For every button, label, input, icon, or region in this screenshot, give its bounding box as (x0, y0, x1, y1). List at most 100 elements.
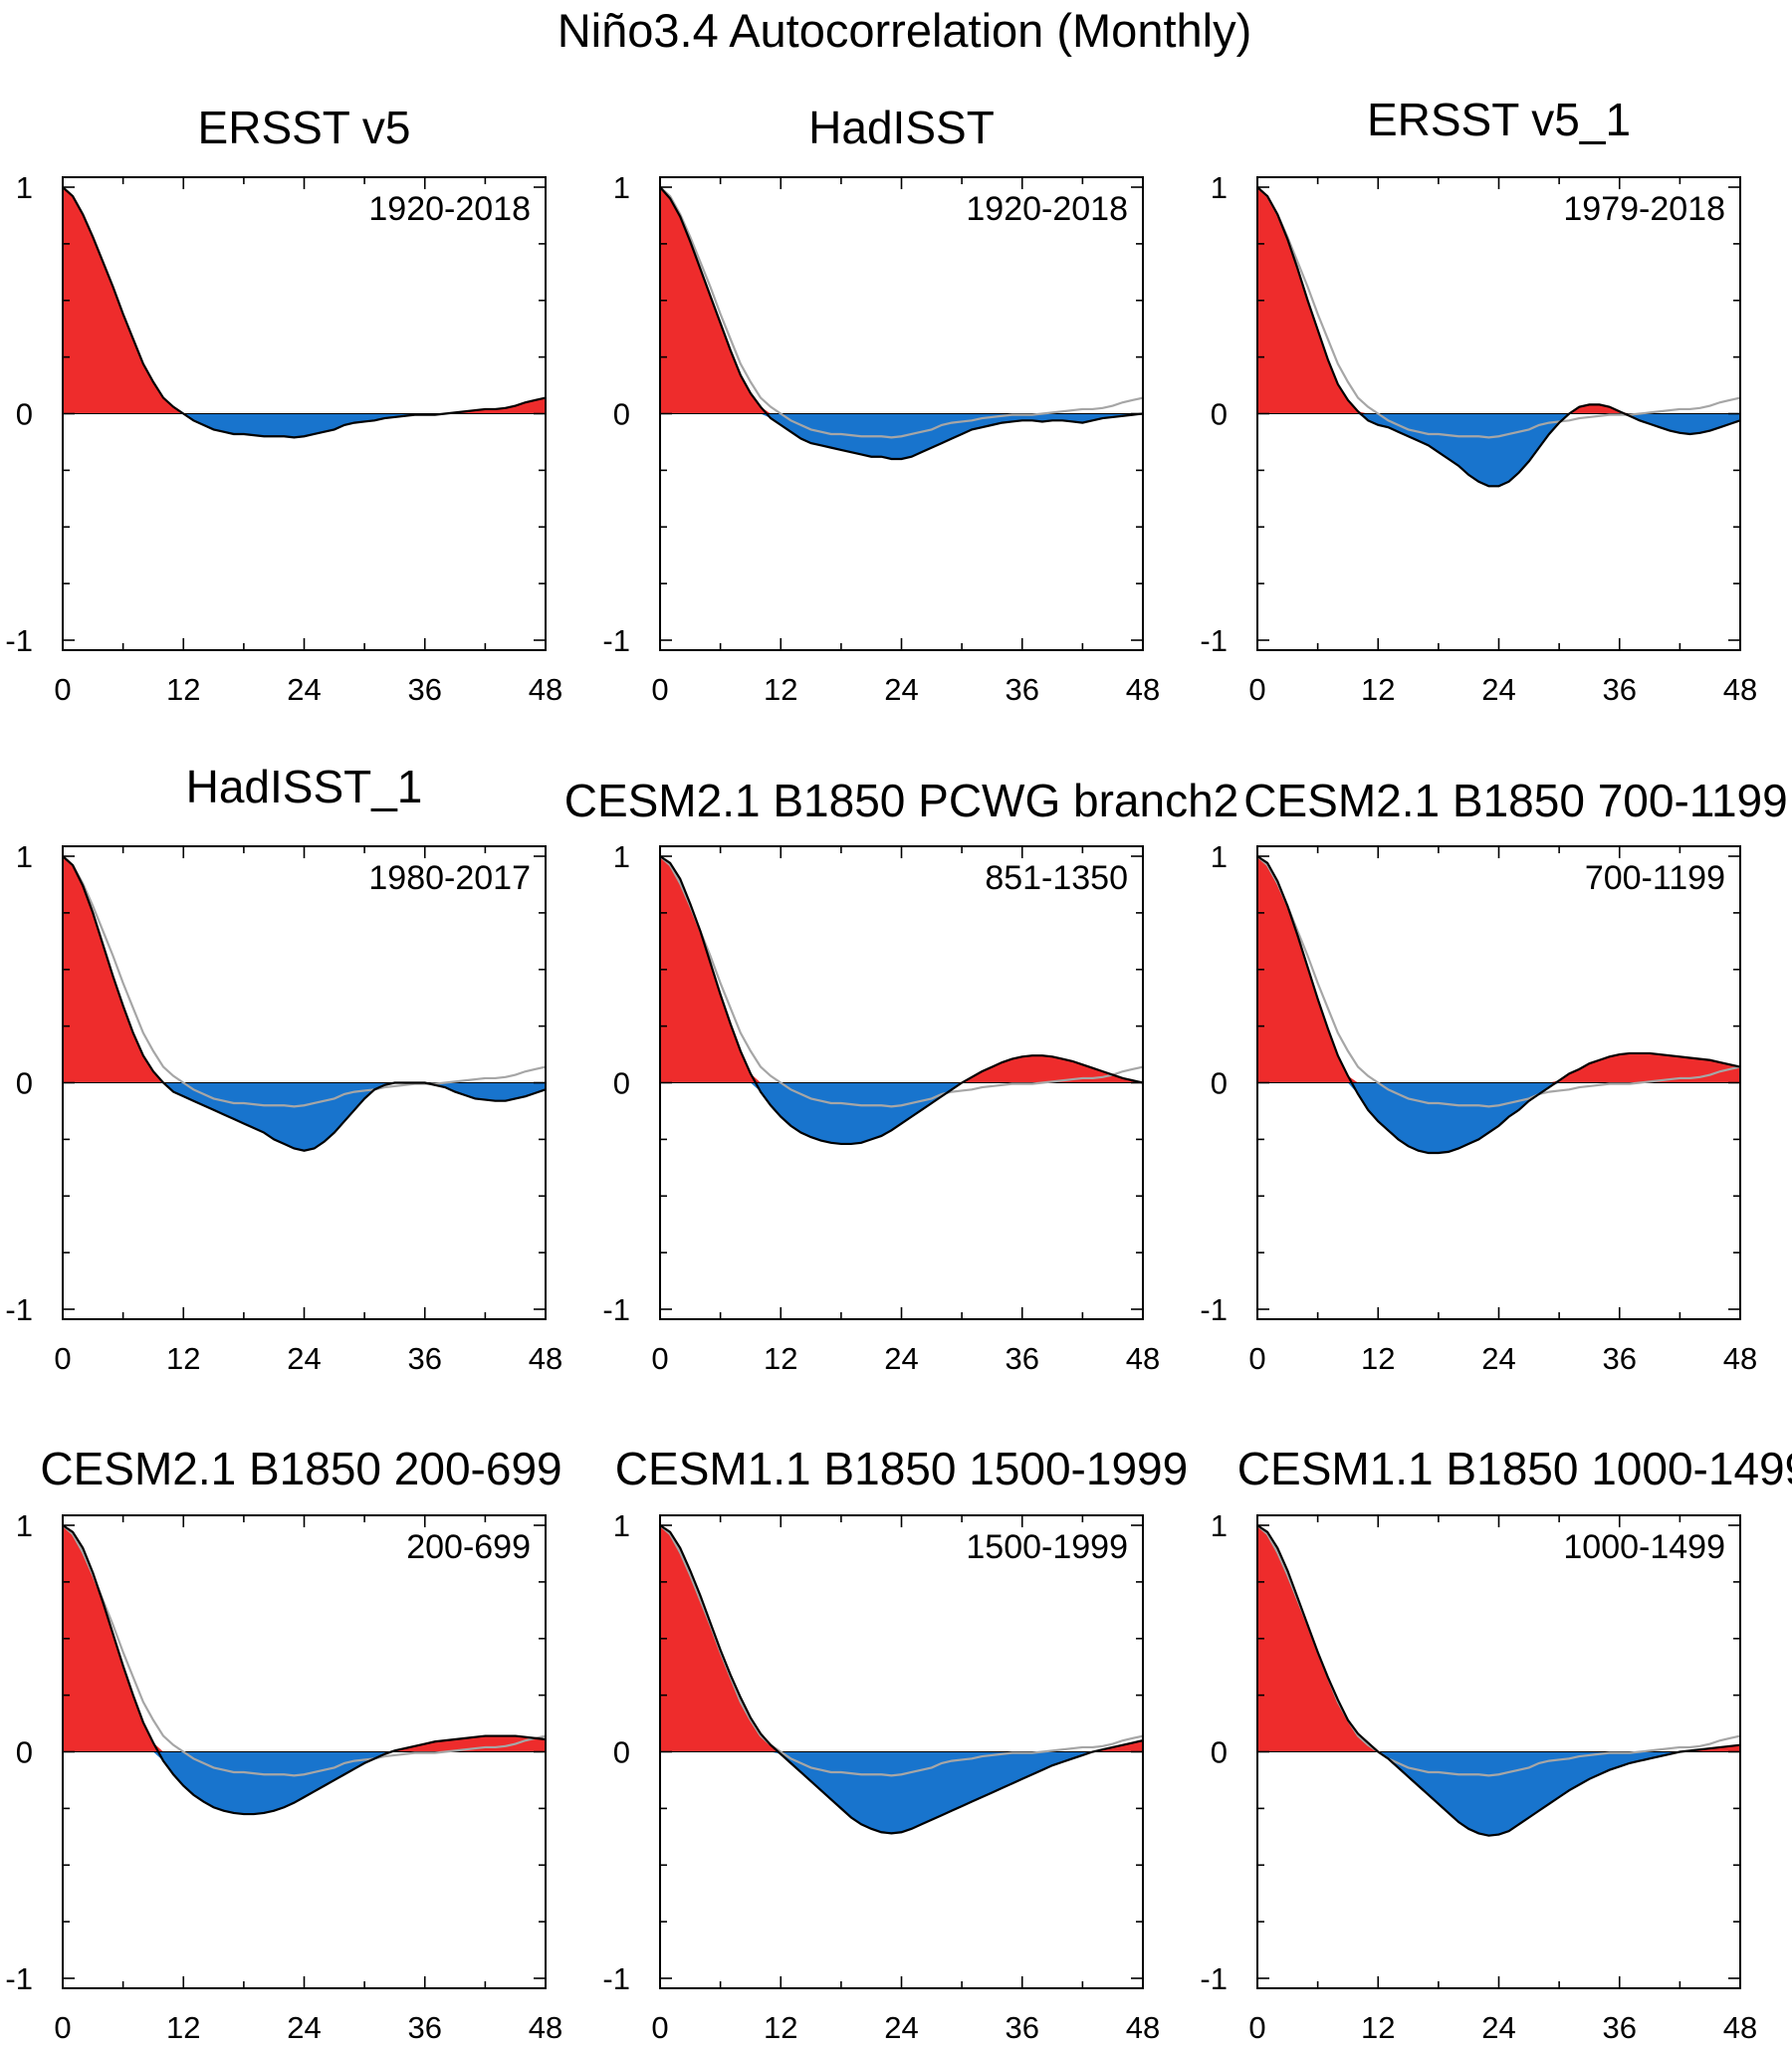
y-tick-label: -1 (5, 1292, 33, 1327)
x-tick-label: 36 (1603, 672, 1637, 707)
x-tick-label: 48 (1126, 672, 1160, 707)
panel-5: 0 12 24 36 48 1 0 -1 CESM2.1 B1850 PCWG branch2 8… (564, 775, 1239, 1376)
autocorrelation-line (1256, 186, 1741, 488)
x-tick-label: 12 (764, 2010, 797, 2045)
period-label: 1500-1999 (966, 1528, 1128, 1566)
panel-1: 0 12 24 36 48 1 0 -1 ERSST v5 1920-2018 (5, 102, 562, 707)
x-tick-label: 24 (884, 672, 918, 707)
x-tick-label: 0 (1248, 2010, 1265, 2045)
x-tick-label: 24 (1481, 2010, 1515, 2045)
positive-area (660, 187, 1143, 414)
panel-3: 0 12 24 36 48 1 0 -1 ERSST v5_1 1979-2018 (1200, 94, 1757, 707)
y-tick-label: -1 (602, 1292, 630, 1327)
negative-area (660, 1082, 1143, 1144)
panel-title: CESM2.1 B1850 PCWG branch2 (564, 775, 1239, 826)
negative-area (63, 1082, 546, 1151)
autocorrelation-line (659, 1524, 1144, 1835)
y-tick-label: 1 (1211, 170, 1228, 205)
negative-area (1257, 1082, 1740, 1154)
y-tick-label: 1 (613, 839, 630, 874)
x-tick-label: 48 (1723, 672, 1757, 707)
y-tick-label: -1 (1200, 1961, 1228, 1996)
positive-area (1257, 856, 1740, 1083)
x-tick-label: 0 (1248, 672, 1265, 707)
panel-title: CESM2.1 B1850 200-699 (40, 1443, 561, 1494)
x-tick-label: 36 (1006, 672, 1039, 707)
x-tick-label: 12 (1361, 2010, 1395, 2045)
x-tick-label: 0 (54, 672, 71, 707)
panel-4: 0 12 24 36 48 1 0 -1 HadISST_1 1980-2017 (5, 761, 562, 1376)
x-tick-label: 24 (884, 1341, 918, 1376)
positive-area (1257, 187, 1740, 414)
x-tick-label: 36 (1603, 2010, 1637, 2045)
y-tick-label: -1 (5, 1961, 33, 1996)
x-tick-label: 24 (1481, 672, 1515, 707)
x-tick-label: 24 (287, 1341, 321, 1376)
x-tick-label: 24 (287, 2010, 321, 2045)
y-tick-label: -1 (5, 623, 33, 658)
panel-title: HadISST_1 (186, 761, 423, 812)
period-label: 1920-2018 (966, 190, 1128, 228)
x-tick-label: 12 (764, 1341, 797, 1376)
panel-6: 0 12 24 36 48 1 0 -1 CESM2.1 B1850 700-1199 700-1… (1200, 775, 1787, 1376)
reference-line (659, 186, 1144, 439)
y-tick-label: -1 (602, 623, 630, 658)
x-tick-label: 36 (1603, 1341, 1637, 1376)
x-tick-label: 24 (884, 2010, 918, 2045)
x-tick-label: 36 (1006, 1341, 1039, 1376)
y-tick-label: 1 (1211, 839, 1228, 874)
y-tick-label: 0 (16, 1066, 33, 1101)
y-tick-label: 1 (613, 1508, 630, 1543)
x-tick-label: 48 (1723, 1341, 1757, 1376)
positive-area (660, 856, 1143, 1083)
x-tick-label: 0 (54, 1341, 71, 1376)
panel-8: 0 12 24 36 48 1 0 -1 CESM1.1 B1850 1500-1999 1500… (602, 1443, 1188, 2045)
x-tick-label: 0 (651, 1341, 668, 1376)
positive-area (63, 1525, 546, 1752)
period-label: 1979-2018 (1563, 190, 1725, 228)
x-tick-label: 24 (287, 672, 321, 707)
y-tick-label: 0 (613, 1066, 630, 1101)
negative-area (63, 413, 546, 438)
y-tick-label: 1 (16, 839, 33, 874)
y-tick-label: -1 (1200, 1292, 1228, 1327)
x-tick-label: 12 (166, 2010, 200, 2045)
reference-line (62, 855, 547, 1108)
figure-title: Niño3.4 Autocorrelation (Monthly) (557, 4, 1252, 57)
autocorrelation-line (62, 1524, 547, 1816)
y-tick-label: -1 (1200, 623, 1228, 658)
autocorrelation-line (62, 855, 547, 1152)
period-label: 200-699 (406, 1528, 531, 1566)
panel-title: ERSST v5 (198, 102, 411, 153)
x-tick-label: 0 (54, 2010, 71, 2045)
y-tick-label: 0 (1211, 1066, 1228, 1101)
reference-line (1256, 186, 1741, 439)
panel-2: 0 12 24 36 48 1 0 -1 HadISST 1920-2018 (602, 102, 1160, 707)
autocorrelation-line (1256, 1524, 1741, 1837)
negative-area (1257, 413, 1740, 487)
period-label: 1920-2018 (368, 190, 531, 228)
y-tick-label: 0 (613, 1735, 630, 1770)
x-tick-label: 12 (166, 672, 200, 707)
y-tick-label: 0 (16, 397, 33, 432)
y-tick-label: 0 (613, 397, 630, 432)
panel-7: 0 12 24 36 48 1 0 -1 CESM2.1 B1850 200-699 200-69… (5, 1443, 562, 2045)
period-label: 700-1199 (1585, 859, 1725, 897)
panel-title: CESM2.1 B1850 700-1199 (1243, 775, 1787, 826)
reference-line (659, 855, 1144, 1108)
y-tick-label: -1 (602, 1961, 630, 1996)
positive-area (660, 1525, 1143, 1752)
x-tick-label: 48 (1126, 1341, 1160, 1376)
x-tick-label: 48 (529, 2010, 562, 2045)
panel-title: CESM1.1 B1850 1500-1999 (615, 1443, 1188, 1494)
x-tick-label: 24 (1481, 1341, 1515, 1376)
y-tick-label: 1 (613, 170, 630, 205)
period-label: 1980-2017 (368, 859, 531, 897)
x-tick-label: 48 (1126, 2010, 1160, 2045)
reference-line (1256, 855, 1741, 1108)
x-tick-label: 12 (1361, 672, 1395, 707)
reference-line (62, 1524, 547, 1777)
x-tick-label: 0 (651, 672, 668, 707)
x-tick-label: 12 (166, 1341, 200, 1376)
